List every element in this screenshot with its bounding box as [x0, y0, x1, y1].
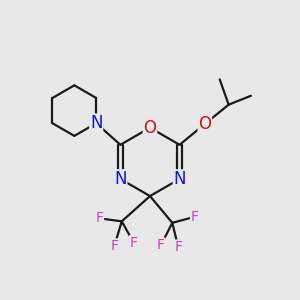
Text: F: F: [190, 210, 199, 224]
Text: F: F: [110, 239, 118, 253]
Text: F: F: [157, 238, 165, 252]
Text: O: O: [198, 115, 212, 133]
Text: N: N: [90, 114, 103, 132]
Text: O: O: [143, 119, 157, 137]
Text: F: F: [95, 212, 104, 225]
Text: F: F: [130, 236, 138, 250]
Text: N: N: [173, 170, 186, 188]
Text: F: F: [174, 240, 182, 254]
Text: N: N: [114, 170, 127, 188]
